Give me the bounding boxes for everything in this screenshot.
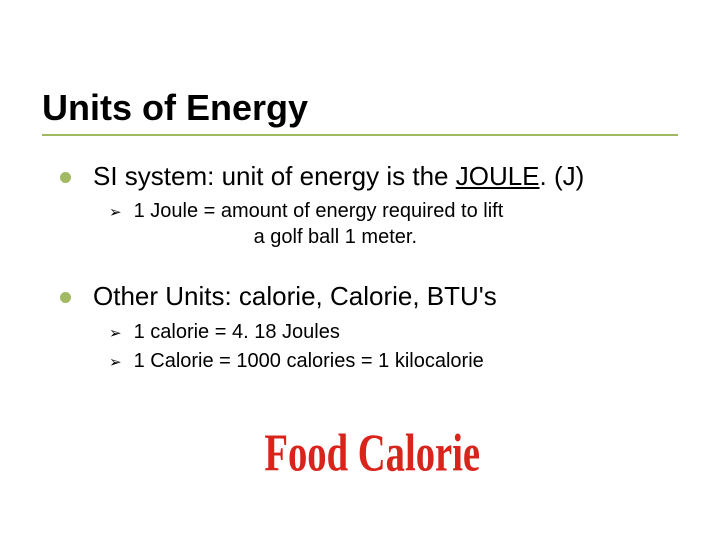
joule-line2: a golf ball 1 meter.	[134, 225, 417, 251]
wordart-container: Food Calorie	[227, 428, 517, 470]
bullet-other: Other Units: calorie, Calorie, BTU's	[60, 280, 670, 313]
subbullet-calorie-kcal-text: 1 Calorie = 1000 calories = 1 kilocalori…	[134, 349, 670, 375]
subbullet-joule-def: ➢ 1 Joule = amount of energy required to…	[109, 199, 670, 250]
bullet-si: SI system: unit of energy is the JOULE. …	[60, 160, 670, 193]
subbullet-joule-text: 1 Joule = amount of energy required to l…	[134, 199, 670, 250]
slide-title: Units of Energy	[42, 88, 308, 128]
subbullet-calorie-joule-text: 1 calorie = 4. 18 Joules	[134, 320, 670, 346]
bullet-other-text: Other Units: calorie, Calorie, BTU's	[93, 280, 670, 313]
subbullet-calorie-kcal: ➢ 1 Calorie = 1000 calories = 1 kilocalo…	[109, 349, 670, 375]
arrow-bullet-icon: ➢	[109, 203, 122, 222]
arrow-bullet-icon: ➢	[109, 353, 122, 372]
bullet-si-prefix: SI system: unit of energy is the	[93, 161, 456, 191]
bullet-si-underlined: JOULE	[456, 161, 540, 191]
disc-bullet-icon	[60, 292, 71, 303]
disc-bullet-icon	[60, 172, 71, 183]
arrow-bullet-icon: ➢	[109, 324, 122, 343]
food-calorie-wordart: Food Calorie	[264, 428, 480, 481]
bullet-si-text: SI system: unit of energy is the JOULE. …	[93, 160, 670, 193]
slide-body: SI system: unit of energy is the JOULE. …	[60, 160, 670, 379]
title-underline	[42, 134, 678, 136]
subbullet-calorie-joule: ➢ 1 calorie = 4. 18 Joules	[109, 320, 670, 346]
joule-line1: 1 Joule = amount of energy required to l…	[134, 200, 504, 222]
bullet-si-suffix: . (J)	[540, 161, 585, 191]
slide: Units of Energy SI system: unit of energ…	[0, 0, 720, 540]
